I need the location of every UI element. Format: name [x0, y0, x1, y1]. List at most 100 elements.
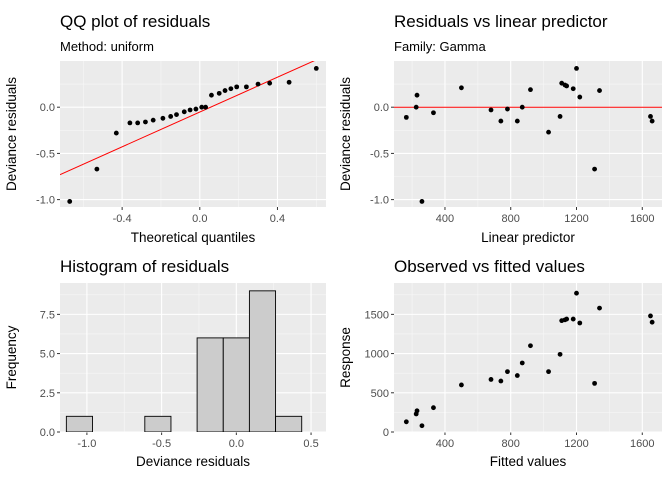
plot-marks [65, 290, 303, 432]
x-tick-label: 0.5 [303, 438, 318, 450]
x-tick-label: 1200 [564, 438, 588, 450]
data-point [143, 119, 148, 125]
x-tick-label: 0.0 [192, 213, 207, 225]
x-tick-label: 800 [502, 213, 520, 225]
y-tick-label: 2.5 [40, 388, 55, 400]
y-tick-label: -1.0 [370, 195, 389, 207]
data-point [67, 199, 73, 204]
y-tick-label: 0.0 [374, 102, 389, 114]
resid-subtitle: Family: Gamma [394, 39, 486, 54]
data-point [419, 423, 425, 429]
data-point [414, 408, 420, 414]
data-point [546, 369, 551, 375]
data-point [498, 378, 504, 384]
y-tick-label: 0 [383, 427, 389, 439]
data-point [174, 112, 179, 117]
y-axis-title: Response [338, 327, 353, 388]
y-tick-label: 1000 [365, 349, 389, 361]
histogram-bar [196, 337, 224, 432]
data-point [577, 94, 583, 100]
data-point [528, 87, 533, 93]
data-point [403, 114, 409, 120]
data-point [592, 166, 597, 172]
y-tick-label: 0.0 [40, 427, 55, 439]
qq-title: QQ plot of residuals [60, 12, 211, 31]
data-point [209, 92, 214, 98]
data-point [514, 118, 520, 124]
data-point [570, 86, 576, 92]
y-axis-title: Deviance residuals [4, 77, 19, 191]
data-point [414, 92, 420, 98]
x-axis-title: Deviance residuals [136, 454, 250, 469]
plot-marks [394, 65, 662, 204]
histogram-plot: -1.0 -0.5 0.0 0.5 0.0 2.5 5.0 7.5 Deviance resid… [4, 283, 326, 469]
data-point [459, 85, 464, 91]
data-point [216, 90, 222, 96]
data-point [228, 86, 234, 92]
data-point [181, 109, 187, 115]
data-point [187, 107, 193, 113]
y-tick-label: -0.5 [370, 148, 389, 160]
data-point [574, 65, 579, 71]
data-point [203, 104, 209, 110]
y-tick-label: 0.0 [40, 102, 55, 114]
y-tick-label: -1.0 [36, 195, 55, 207]
data-point [564, 316, 570, 322]
qq-plot: -0.4 0.0 0.4 -1.0 -0.5 0.0 Theoretical quantil… [4, 61, 326, 245]
y-axis-title: Frequency [4, 325, 19, 389]
y-tick-label: 7.5 [40, 309, 55, 321]
data-point [519, 104, 525, 110]
data-point [150, 117, 156, 123]
x-tick-label: 400 [436, 438, 454, 450]
data-point [592, 380, 597, 386]
plot-panel [394, 61, 662, 207]
histogram-bar [144, 415, 172, 432]
y-axis-title: Deviance residuals [338, 77, 353, 191]
obs-title: Observed vs fitted values [394, 257, 585, 276]
data-point [286, 79, 292, 85]
data-point [267, 80, 273, 86]
data-point [488, 377, 494, 382]
data-point [403, 419, 409, 425]
plot-panel [60, 283, 326, 432]
y-tick-label: 5.0 [40, 349, 55, 361]
x-tick-label: 1600 [630, 213, 654, 225]
data-point [419, 199, 425, 204]
data-point [648, 114, 653, 119]
data-point [577, 320, 583, 326]
data-point [243, 84, 249, 90]
histogram-bar [248, 290, 277, 432]
histogram-bar [222, 337, 250, 432]
data-point [597, 305, 602, 311]
data-point [313, 65, 319, 71]
qq-reference-line [60, 61, 315, 176]
data-point [557, 351, 563, 357]
data-point [648, 313, 653, 319]
x-tick-label: -0.4 [113, 213, 132, 225]
hist-title: Histogram of residuals [60, 257, 230, 276]
data-point [488, 107, 494, 113]
x-axis-title: Linear predictor [481, 230, 575, 245]
data-point [135, 120, 141, 126]
data-point [113, 130, 119, 136]
x-tick-label: 1200 [564, 213, 588, 225]
x-tick-label: 800 [502, 438, 520, 450]
data-point [199, 104, 205, 110]
histogram-bar [275, 415, 303, 432]
data-point [570, 316, 576, 322]
data-point [597, 88, 602, 93]
data-point [160, 115, 166, 121]
x-axis-title: Theoretical quantiles [131, 230, 256, 245]
qq-subtitle: Method: uniform [60, 39, 154, 54]
plot-panel [60, 61, 326, 207]
x-axis-title: Fitted values [490, 454, 567, 469]
data-point [431, 405, 436, 411]
data-point [234, 84, 240, 90]
data-point [505, 369, 510, 375]
data-point [222, 88, 228, 93]
data-point [431, 110, 436, 116]
data-point [528, 343, 533, 349]
data-point [519, 360, 525, 366]
data-point [505, 106, 510, 112]
